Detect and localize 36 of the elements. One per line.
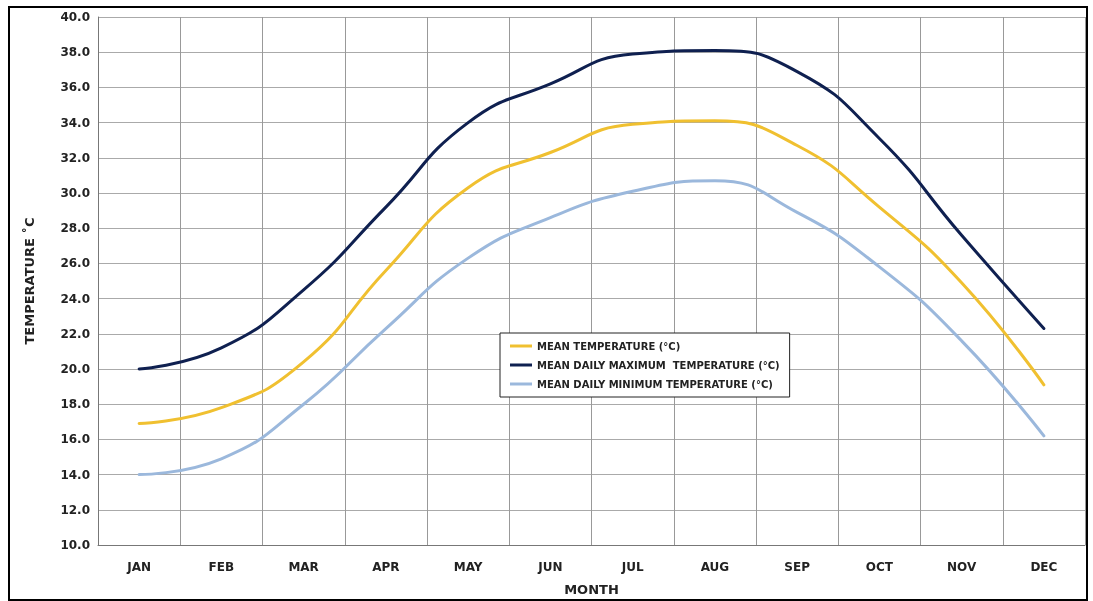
y-tick-label: 40.0 (60, 10, 90, 24)
line-series (137, 48, 1046, 371)
y-tick-label: 12.0 (60, 502, 90, 517)
x-tick-label: JAN (126, 560, 152, 574)
x-tick-label: SEP (784, 560, 811, 574)
y-tick-label: 28.0 (60, 221, 90, 236)
legend-label: MEAN DAILY MAXIMUM TEMPERATURE (°C) (537, 359, 780, 371)
legend-label: MEAN DAILY MINIMUM TEMPERATURE (°C) (537, 378, 773, 390)
y-tick-label: 34.0 (60, 115, 90, 130)
legend-label: MEAN TEMPERATURE (°C) (537, 340, 681, 352)
x-tick-label: JUN (537, 560, 563, 574)
x-axis-title: MONTH (564, 582, 619, 597)
line-series (137, 179, 1046, 477)
x-tick-label: NOV (947, 560, 977, 574)
y-tick-label: 14.0 (60, 467, 90, 482)
y-axis-title: TEMPERATURE ˚C (22, 217, 37, 345)
x-tick-label: APR (372, 560, 400, 574)
y-tick-label: 36.0 (60, 80, 90, 95)
y-tick-label: 10.0 (60, 538, 90, 552)
y-tick-label: 26.0 (60, 256, 90, 271)
y-tick-label: 30.0 (60, 186, 90, 200)
x-tick-label: JUL (620, 560, 644, 574)
y-tick-label: 18.0 (60, 397, 90, 412)
x-tick-label: DEC (1030, 560, 1058, 574)
y-tick-label: 16.0 (60, 432, 90, 447)
y-tick-label: 20.0 (60, 362, 90, 376)
y-tick-label: 38.0 (60, 45, 90, 60)
x-tick-label: AUG (700, 560, 730, 574)
y-tick-label: 32.0 (60, 150, 90, 165)
y-tick-label: 22.0 (60, 326, 90, 341)
line-series (137, 119, 1046, 426)
x-tick-label: MAY (453, 560, 483, 574)
x-tick-label: MAR (288, 560, 319, 574)
x-tick-label: FEB (208, 560, 235, 574)
y-tick-label: 24.0 (60, 291, 90, 306)
x-tick-label: OCT (865, 560, 894, 574)
